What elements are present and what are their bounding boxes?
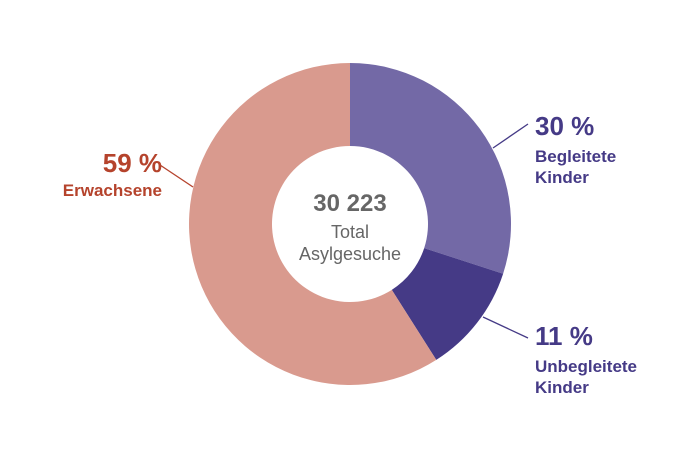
label-unbegleitete-pct: 11 %	[535, 321, 593, 351]
center-label-line1: Total	[331, 222, 369, 242]
label-erwachsene-line1: Erwachsene	[63, 181, 162, 200]
label-erwachsene-pct: 59 %	[103, 148, 162, 178]
label-begleitete-line2: Kinder	[535, 168, 589, 187]
slice-erwachsene	[189, 63, 437, 385]
label-unbegleitete-line2: Kinder	[535, 378, 589, 397]
label-begleitete-line1: Begleitete	[535, 147, 616, 166]
label-unbegleitete-line1: Unbegleitete	[535, 357, 637, 376]
leader-line-erwachsene	[159, 164, 194, 188]
slice-unbegleitete-kinder	[391, 248, 504, 360]
leader-line-begleitete	[492, 123, 529, 149]
leader-line-unbegleitete	[482, 316, 529, 339]
label-begleitete-pct: 30 %	[535, 111, 594, 141]
center-total: 30 223	[313, 190, 386, 217]
slice-begleitete-kinder	[350, 63, 511, 274]
center-label-line2: Asylgesuche	[299, 244, 401, 264]
donut-slices	[189, 63, 511, 385]
